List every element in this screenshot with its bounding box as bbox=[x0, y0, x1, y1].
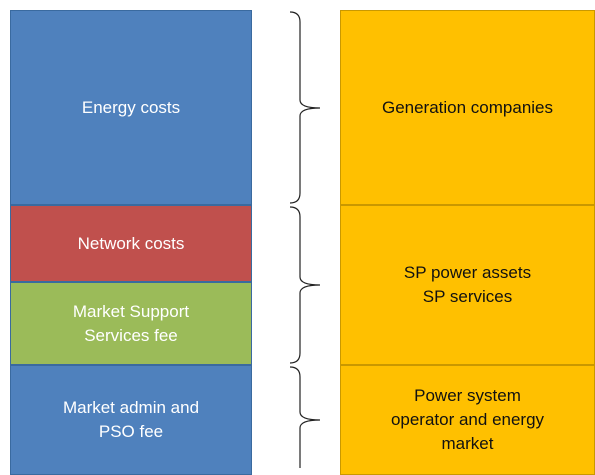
block-text: Services fee bbox=[84, 325, 178, 345]
block-text: Energy costs bbox=[81, 97, 181, 117]
block-text: market bbox=[441, 434, 494, 453]
left-block: Market Support Services fee bbox=[10, 282, 252, 365]
block-text: Market admin and bbox=[62, 398, 200, 417]
block-text: operator and energy bbox=[390, 410, 545, 429]
brace bbox=[289, 206, 321, 364]
block-text: Market Support bbox=[72, 301, 190, 321]
right-block: Generation companies bbox=[340, 10, 595, 205]
block-text: SP services bbox=[422, 287, 513, 306]
block-text: SP power assets bbox=[403, 263, 532, 282]
block-text: PSO fee bbox=[98, 422, 164, 441]
brace bbox=[289, 11, 321, 204]
brace bbox=[289, 366, 321, 468]
left-block: Market admin and PSO fee bbox=[10, 365, 252, 475]
left-block: Energy costs bbox=[10, 10, 252, 205]
block-text: Generation companies bbox=[381, 97, 554, 117]
right-block: SP power assets SP services bbox=[340, 205, 595, 365]
block-text: Power system bbox=[414, 386, 521, 405]
left-block: Network costs bbox=[10, 205, 252, 282]
block-text: Network costs bbox=[77, 233, 185, 253]
